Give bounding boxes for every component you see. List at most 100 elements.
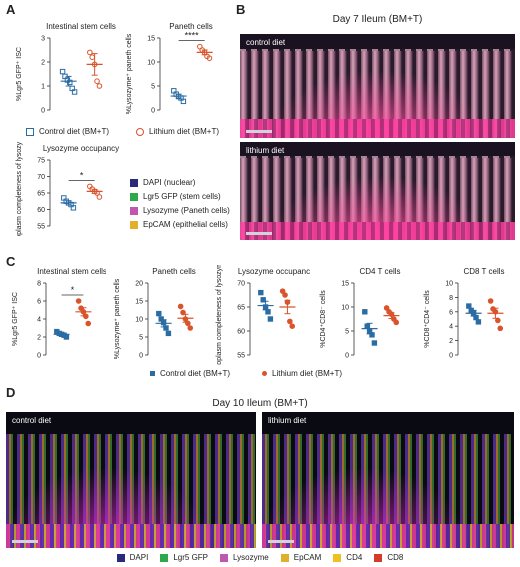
lgr5-swatch-icon bbox=[130, 192, 138, 201]
chart-a-intestinal-stem-cells: Intestinal stem cells %Lgr5 GFP⁺ ISC 0 1 2 3 bbox=[16, 22, 116, 115]
micrograph-lithium-diet-day7: lithium diet bbox=[240, 142, 515, 240]
data-point-control bbox=[470, 310, 477, 316]
y-tick-label: 65 bbox=[237, 305, 245, 312]
y-axis-label: %CD8⁺CD4⁻ cells bbox=[424, 290, 431, 348]
data-point-lithium bbox=[201, 49, 208, 56]
chart-a-paneth-cells: Paneth cells %Lysozyme⁺ paneth cells 0 5 10 1… bbox=[126, 22, 213, 115]
y-tick-label: 15 bbox=[135, 299, 143, 306]
legend-d-cd4: CD4 bbox=[333, 553, 362, 562]
data-point-lithium bbox=[487, 298, 494, 304]
y-tick-label: 70 bbox=[37, 174, 45, 181]
legend-d-lysozyme: Lysozyme bbox=[220, 553, 269, 562]
y-tick-label: 5 bbox=[151, 84, 155, 91]
scale-bar bbox=[268, 540, 294, 543]
y-tick-label: 20 bbox=[135, 281, 143, 288]
data-point-lithium bbox=[282, 292, 288, 298]
significance-label: * bbox=[80, 170, 84, 180]
data-point-lithium bbox=[284, 299, 291, 306]
micrograph-control-diet-day7: control diet bbox=[240, 34, 515, 138]
data-point-control bbox=[265, 309, 271, 315]
legend-d-epcam: EpCAM bbox=[280, 553, 321, 562]
epcam-swatch-icon bbox=[280, 553, 289, 562]
data-point-lithium bbox=[96, 83, 103, 89]
data-point-control bbox=[262, 304, 269, 310]
filled-circle-marker-icon bbox=[262, 371, 267, 376]
data-point-control bbox=[59, 68, 66, 75]
data-point-control bbox=[63, 334, 70, 340]
data-point-lithium bbox=[91, 61, 98, 68]
chart-title: Lysozyme occupancy bbox=[238, 267, 310, 276]
data-point-lithium bbox=[80, 309, 87, 315]
legend-d-lysozyme-label: Lysozyme bbox=[233, 553, 269, 562]
legend-a-lithium-label: Lithium diet (BM+T) bbox=[149, 127, 220, 136]
chart-title: Lysozyme occupancy bbox=[43, 144, 119, 153]
chart-c-paneth-cells: Paneth cells %Lysozyme⁺ paneth cells 0 5 10 1… bbox=[114, 267, 196, 360]
data-point-lithium bbox=[492, 309, 499, 315]
y-tick-label: 8 bbox=[37, 281, 41, 288]
y-tick-label: 75 bbox=[37, 158, 45, 165]
legend-d-cd4-label: CD4 bbox=[346, 553, 363, 562]
data-point-lithium bbox=[495, 317, 501, 324]
y-tick-label: 3 bbox=[41, 36, 45, 43]
stain-legend-lgr5: Lgr5 GFP (stem cells) bbox=[130, 192, 221, 201]
micrograph-label-control: control diet bbox=[12, 416, 52, 425]
panel-label-c: C bbox=[6, 254, 16, 269]
stain-legend-d: DAPI Lgr5 GFP Lysozyme EpCAM CD4 CD8 bbox=[0, 553, 520, 562]
dapi-swatch-icon bbox=[130, 178, 138, 187]
data-point-control bbox=[258, 289, 264, 296]
scale-bar bbox=[12, 540, 38, 543]
chart-title: Paneth cells bbox=[152, 267, 196, 276]
data-point-control bbox=[70, 205, 77, 211]
data-point-control bbox=[160, 319, 167, 326]
data-point-control bbox=[475, 319, 482, 325]
chart-title: Paneth cells bbox=[169, 22, 213, 31]
data-point-lithium bbox=[94, 78, 100, 85]
chart-c-intestinal-stem-cells: Intestinal stem cells %Lgr5 GFP⁺ ISC 0 2 4 6 8… bbox=[12, 267, 106, 360]
y-tick-label: 2 bbox=[37, 335, 41, 342]
stain-legend-lysozyme-label: Lysozyme (Paneth cells) bbox=[143, 206, 230, 215]
y-tick-label: 1 bbox=[41, 84, 45, 91]
data-point-lithium bbox=[83, 313, 89, 320]
y-tick-label: 4 bbox=[449, 324, 453, 331]
micrograph-label-lithium: lithium diet bbox=[268, 416, 307, 425]
y-axis-label: %Lysozyme⁺ paneth cells bbox=[114, 278, 121, 359]
y-tick-label: 0 bbox=[151, 108, 155, 115]
y-tick-label: 10 bbox=[445, 281, 453, 288]
data-point-lithium bbox=[89, 54, 96, 61]
significance-label: * bbox=[71, 285, 75, 295]
data-point-control bbox=[71, 89, 78, 95]
data-point-control bbox=[371, 340, 378, 346]
legend-a-control: Control diet (BM+T) bbox=[26, 127, 109, 136]
stain-legend-lgr5-label: Lgr5 GFP (stem cells) bbox=[143, 192, 221, 201]
micrograph-label-control: control diet bbox=[246, 38, 286, 47]
scale-bar bbox=[246, 232, 272, 235]
legend-a-control-label: Control diet (BM+T) bbox=[39, 127, 110, 136]
data-point-lithium bbox=[85, 320, 92, 327]
data-point-control bbox=[165, 330, 172, 337]
data-point-lithium bbox=[287, 318, 293, 325]
data-point-control bbox=[180, 98, 187, 105]
lysozyme-swatch-icon bbox=[130, 206, 138, 215]
data-point-lithium bbox=[279, 288, 286, 294]
panel-label-a: A bbox=[6, 2, 16, 17]
y-tick-label: 8 bbox=[449, 295, 453, 302]
data-point-lithium bbox=[187, 325, 194, 331]
y-axis-label: %Lysozyme⁺ paneth cells bbox=[126, 33, 133, 114]
y-tick-label: 55 bbox=[237, 353, 245, 360]
crypt-region bbox=[262, 523, 514, 548]
filled-square-marker-icon bbox=[150, 371, 155, 376]
micrograph-lithium-diet-day10: lithium diet bbox=[262, 412, 514, 548]
y-tick-label: 6 bbox=[37, 299, 41, 306]
y-tick-label: 2 bbox=[449, 338, 453, 345]
crypt-region bbox=[240, 222, 515, 240]
legend-d-dapi: DAPI bbox=[116, 553, 148, 562]
lysozyme-swatch-icon bbox=[220, 553, 229, 562]
chart-title: CD8 T cells bbox=[463, 267, 504, 276]
y-tick-label: 10 bbox=[341, 305, 349, 312]
micrograph-control-diet-day10: control diet bbox=[6, 412, 256, 548]
y-axis-label: %CD4⁺CD8⁻ cells bbox=[320, 290, 327, 348]
data-point-control bbox=[163, 325, 169, 331]
panel-label-b: B bbox=[236, 2, 246, 17]
data-point-lithium bbox=[185, 320, 191, 327]
y-tick-label: 5 bbox=[139, 335, 143, 342]
